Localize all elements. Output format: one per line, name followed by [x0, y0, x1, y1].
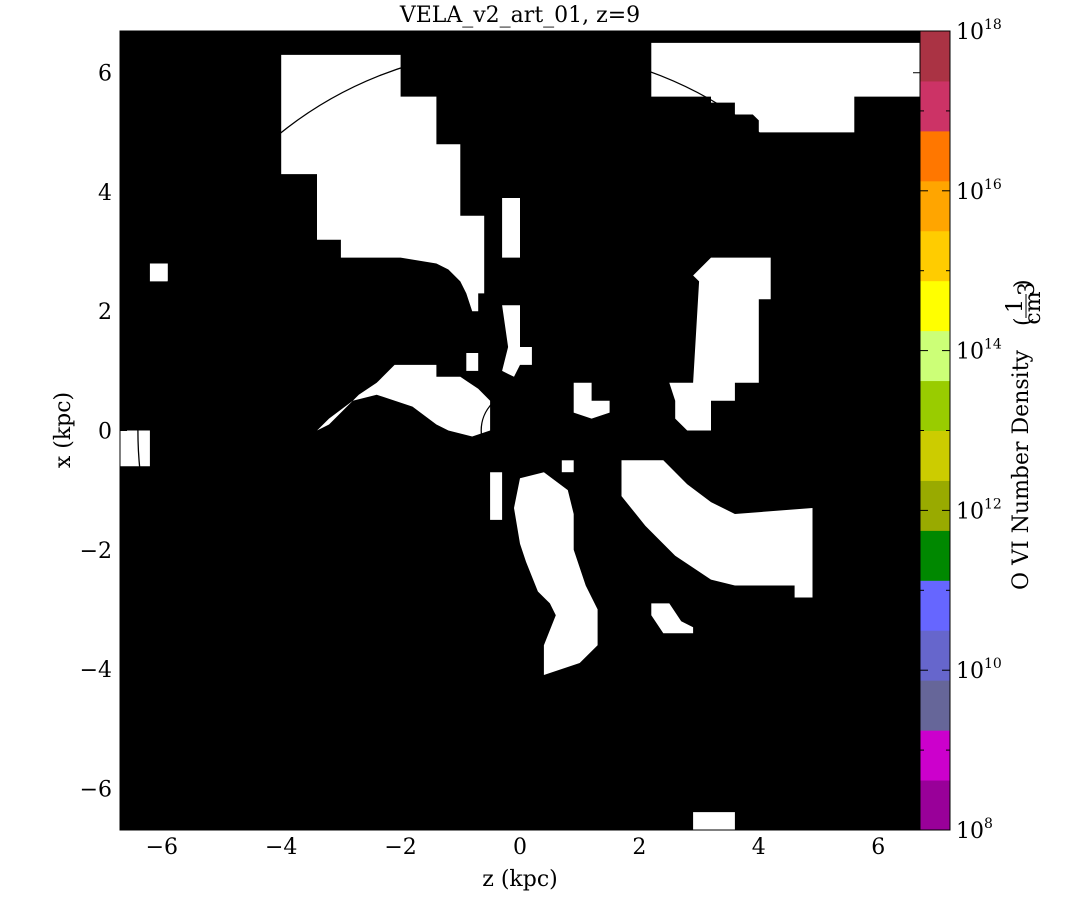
density-region-14 [466, 353, 479, 371]
colorbar-segment [920, 530, 950, 581]
colorbar-tick-label: 1016 [956, 177, 1002, 205]
y-tick-label: 2 [98, 300, 112, 325]
units-exponent: 3 [1015, 282, 1040, 296]
y-tick-label: 0 [98, 420, 112, 445]
colorbar-segment [920, 430, 950, 481]
colorbar-segment [920, 280, 950, 332]
colorbar-segment [920, 230, 950, 282]
density-region-2 [502, 198, 520, 258]
y-tick-label: −6 [80, 777, 112, 802]
density-region-11 [651, 603, 694, 634]
colorbar-tick-label: 1018 [956, 17, 1002, 45]
colorbar-units: ( 1 cm 3 ) [1003, 279, 1046, 326]
colorbar-tick-label: 108 [956, 816, 993, 844]
colorbar-segment [920, 680, 950, 731]
density-region-1 [651, 42, 920, 133]
plot-background [120, 31, 920, 830]
colorbar-segment [920, 380, 950, 431]
density-region-4 [120, 430, 150, 467]
density-region-13 [693, 812, 735, 830]
density-region-9 [514, 472, 598, 675]
colorbar-segment [920, 330, 950, 382]
y-tick-label: 6 [98, 62, 112, 87]
colorbar-segment [920, 80, 950, 132]
y-tick-label: −4 [80, 658, 112, 683]
colorbar-segment [920, 130, 950, 182]
density-region-6 [317, 364, 491, 437]
y-axis-title: x (kpc) [51, 392, 76, 468]
density-region-0 [281, 54, 485, 312]
colorbar-tick-label: 1012 [956, 496, 1002, 524]
y-tick-label: 4 [98, 181, 112, 206]
units-numerator: 1 [1003, 299, 1028, 313]
colorbar-tick-label: 1010 [956, 656, 1002, 684]
density-region-15 [561, 460, 574, 473]
y-axis-ticks: −6 −4 −2 0 2 4 6 [80, 62, 920, 802]
units-paren-right: ) [1011, 279, 1036, 288]
density-regions [120, 42, 920, 830]
density-region-12 [490, 472, 503, 520]
density-region-10 [621, 460, 813, 598]
x-tick-label: 6 [871, 835, 885, 860]
colorbar-segments [920, 31, 950, 831]
density-region-5 [502, 305, 532, 377]
radius-circles [137, 48, 903, 813]
x-axis-ticks: −6 −4 −2 0 2 4 6 [146, 31, 885, 860]
colorbar-label: O VI Number Density [1009, 349, 1034, 589]
y-tick-label: −2 [80, 539, 112, 564]
radius-circle-0 [480, 391, 560, 470]
units-denominator: cm [1021, 291, 1046, 324]
colorbar-ticks: 108 1010 1012 1014 1016 1018 [920, 17, 1002, 844]
colorbar-segment [920, 580, 950, 631]
colorbar: 108 1010 1012 1014 1016 1018 O VI Number Dens… [919, 17, 1046, 844]
density-region-3 [149, 263, 168, 282]
colorbar-segment [920, 730, 950, 781]
units-paren-left: ( [1011, 317, 1036, 326]
colorbar-segment [920, 180, 950, 232]
chart-title: VELA_v2_art_01, z=9 [399, 3, 640, 28]
density-region-8 [573, 382, 610, 419]
colorbar-title: O VI Number Density ( 1 cm 3 ) [1003, 279, 1046, 590]
x-tick-label: 2 [632, 835, 646, 860]
radius-circle-1 [137, 48, 903, 813]
colorbar-segment [920, 31, 950, 82]
x-tick-label: 4 [752, 835, 766, 860]
x-tick-label: −2 [384, 835, 416, 860]
colorbar-tick-label: 1014 [956, 337, 1002, 365]
colorbar-segment [920, 630, 950, 681]
density-region-7 [669, 257, 771, 431]
x-tick-label: −4 [265, 835, 297, 860]
plot-area: −6 −4 −2 0 2 4 6 −6 −4 −2 0 2 4 6 [80, 30, 921, 860]
x-axis-title: z (kpc) [482, 867, 558, 892]
x-tick-label: 0 [513, 835, 527, 860]
x-tick-label: −6 [146, 835, 178, 860]
colorbar-segment [920, 780, 950, 831]
colorbar-segment [920, 480, 950, 531]
